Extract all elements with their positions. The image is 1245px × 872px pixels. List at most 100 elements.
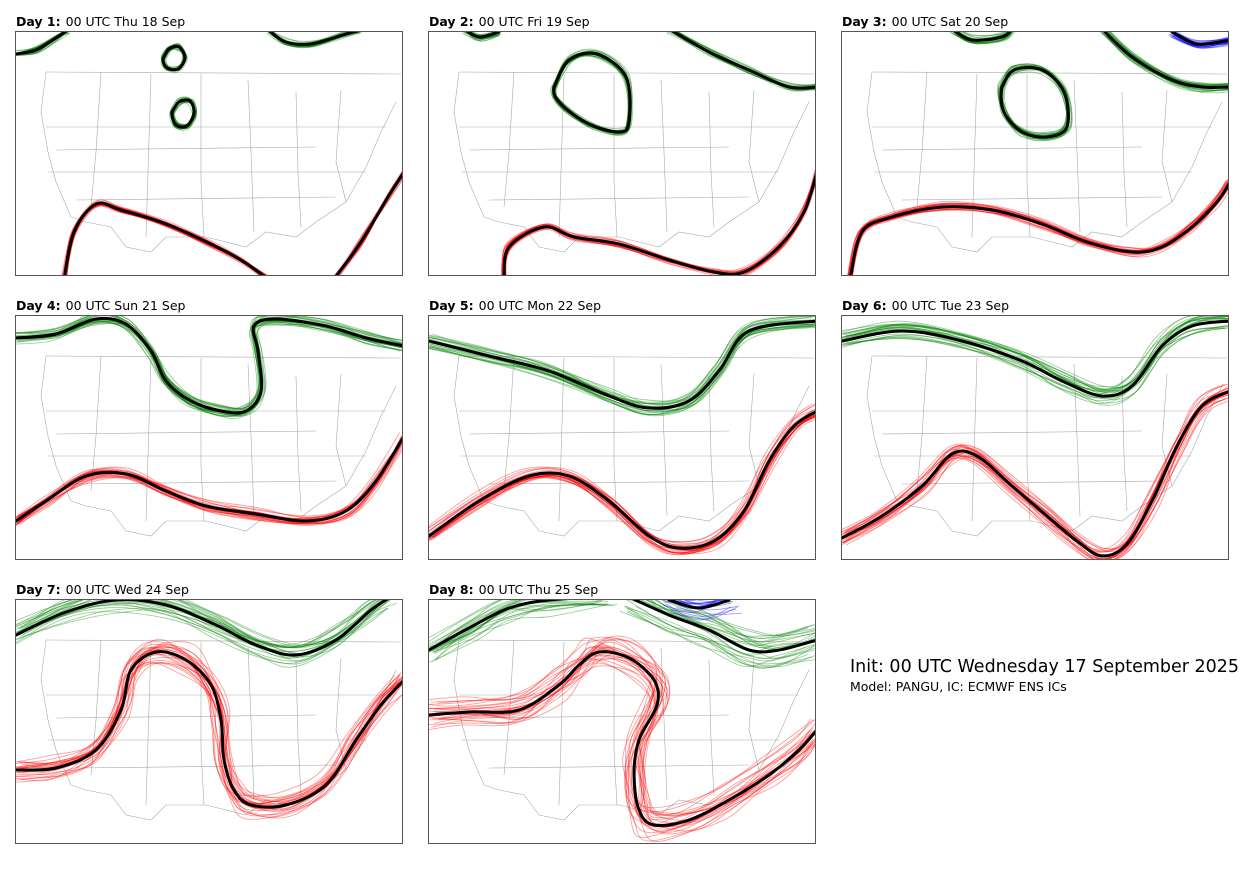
ensemble-member-line bbox=[432, 316, 815, 406]
ensemble-member-line bbox=[429, 324, 815, 415]
ensemble-member-line bbox=[429, 600, 502, 638]
ensemble-member-line bbox=[429, 316, 813, 403]
ensemble-member-line bbox=[626, 611, 815, 669]
ensemble-member-line bbox=[65, 204, 262, 275]
green-contour-3 bbox=[997, 63, 1073, 142]
map-borders bbox=[453, 71, 815, 253]
ensemble-member-line bbox=[16, 641, 396, 797]
ensemble-member-line bbox=[430, 635, 815, 817]
red-contour-5 bbox=[847, 179, 1228, 275]
ensemble-member-line bbox=[66, 202, 268, 275]
ensemble-member-line bbox=[653, 600, 815, 639]
ensemble-member-line bbox=[16, 320, 401, 417]
map-borders bbox=[40, 71, 402, 253]
green-contour-3 bbox=[160, 42, 188, 74]
ensemble-member-line bbox=[16, 316, 402, 410]
ensemble-member-line bbox=[1174, 32, 1228, 43]
ensemble-member-line bbox=[663, 600, 725, 604]
ensemble-member-line bbox=[848, 179, 1228, 275]
ensemble-member-line bbox=[672, 32, 815, 86]
panel-title-day-5: Day 5: 00 UTC Mon 22 Sep bbox=[429, 298, 602, 313]
ensemble-member-line bbox=[16, 607, 388, 664]
init-time-label: Init: 00 UTC Wednesday 17 September 2025 bbox=[850, 657, 1240, 677]
ensemble-member-line bbox=[677, 32, 815, 87]
ensemble-mean-line bbox=[170, 98, 196, 129]
ensemble-member-line bbox=[432, 647, 815, 824]
ensemble-member-line bbox=[677, 600, 813, 643]
ensemble-member-line bbox=[16, 649, 399, 805]
ensemble-member-line bbox=[429, 644, 815, 819]
ensemble-member-line bbox=[16, 661, 396, 818]
ensemble-member-line bbox=[432, 600, 519, 652]
ensemble-member-line bbox=[954, 32, 1016, 44]
ensemble-member-line bbox=[1172, 35, 1228, 49]
ensemble-member-line bbox=[16, 321, 402, 420]
ensemble-member-line bbox=[270, 32, 353, 43]
ensemble-member-line bbox=[272, 32, 352, 42]
ensemble-mean-line bbox=[502, 173, 815, 275]
ensemble-member-line bbox=[842, 325, 1228, 399]
map-panel-day-6 bbox=[841, 315, 1229, 560]
map-panel-day-7 bbox=[15, 599, 403, 844]
ensemble-member-line bbox=[626, 600, 815, 659]
ensemble-member-line bbox=[429, 662, 809, 842]
ensemble-member-line bbox=[18, 439, 402, 517]
ensemble-member-line bbox=[429, 416, 815, 554]
ensemble-member-line bbox=[429, 403, 815, 543]
ensemble-member-line bbox=[848, 185, 1228, 275]
ensemble-mean-line bbox=[953, 32, 1012, 42]
ensemble-member-line bbox=[842, 327, 1226, 402]
ensemble-mean-line bbox=[63, 201, 266, 275]
ensemble-member-line bbox=[844, 390, 1228, 558]
green-contour-1 bbox=[16, 32, 71, 56]
ensemble-member-line bbox=[1168, 33, 1228, 47]
map-plot-day-5 bbox=[429, 316, 815, 556]
ensemble-member-line bbox=[62, 204, 266, 275]
ensemble-member-line bbox=[16, 647, 397, 805]
ensemble-member-line bbox=[429, 316, 815, 407]
ensemble-member-line bbox=[429, 320, 813, 411]
ensemble-member-line bbox=[429, 659, 810, 838]
ensemble-member-line bbox=[665, 603, 732, 621]
ensemble-member-line bbox=[435, 603, 609, 660]
map-panel-day-1 bbox=[15, 31, 403, 276]
ensemble-member-line bbox=[462, 32, 499, 41]
ensemble-member-line bbox=[62, 204, 261, 275]
ensemble-member-line bbox=[845, 324, 1228, 400]
ensemble-member-line bbox=[842, 316, 1192, 388]
ensemble-member-line bbox=[18, 447, 402, 526]
green-contour-1 bbox=[16, 316, 402, 420]
ensemble-member-line bbox=[463, 32, 499, 40]
ensemble-member-line bbox=[16, 652, 399, 805]
ensemble-member-line bbox=[429, 319, 815, 405]
ensemble-member-line bbox=[851, 183, 1228, 275]
ensemble-member-line bbox=[430, 325, 815, 416]
green-contour-3 bbox=[550, 48, 634, 136]
ensemble-member-line bbox=[1173, 34, 1228, 49]
ensemble-member-line bbox=[670, 608, 736, 617]
ensemble-member-line bbox=[845, 397, 1228, 559]
ensemble-member-line bbox=[173, 100, 197, 126]
ensemble-member-line bbox=[954, 32, 1013, 44]
ensemble-member-line bbox=[65, 203, 264, 275]
ensemble-member-line bbox=[953, 32, 1013, 44]
ensemble-member-line bbox=[64, 202, 266, 275]
ensemble-member-line bbox=[433, 658, 815, 828]
panel-title-day-1: Day 1: 00 UTC Thu 18 Sep bbox=[16, 14, 186, 29]
ensemble-member-line bbox=[335, 171, 402, 275]
panel-title-day-3: Day 3: 00 UTC Sat 20 Sep bbox=[842, 14, 1009, 29]
ensemble-member-line bbox=[16, 601, 388, 665]
ensemble-member-line bbox=[16, 316, 402, 412]
ensemble-member-line bbox=[1104, 32, 1228, 91]
ensemble-mean-line bbox=[268, 32, 360, 47]
ensemble-mean-line bbox=[16, 600, 389, 657]
ensemble-member-line bbox=[64, 204, 262, 275]
ensemble-member-line bbox=[429, 637, 814, 809]
map-plot-day-1 bbox=[16, 32, 402, 275]
ensemble-member-line bbox=[429, 646, 815, 820]
ensemble-member-line bbox=[64, 199, 266, 275]
ensemble-member-line bbox=[646, 600, 808, 639]
ensemble-member-line bbox=[65, 204, 266, 275]
ensemble-member-line bbox=[678, 32, 815, 87]
ensemble-member-line bbox=[61, 203, 263, 275]
